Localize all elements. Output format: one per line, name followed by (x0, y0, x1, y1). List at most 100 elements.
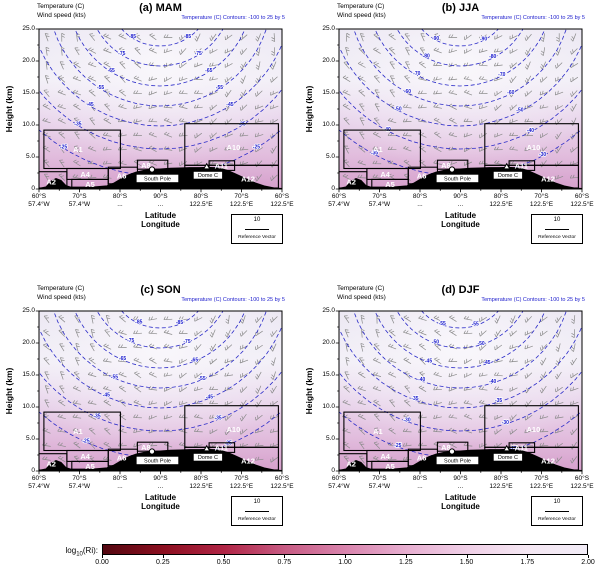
marker-label: South Pole (144, 458, 171, 464)
x-axis-label-latitude: Latitude (444, 211, 477, 220)
colorbar-tick-label: 0.50 (216, 559, 231, 566)
x-tick-latitude: 90°S (453, 193, 468, 200)
region-label: A8 (141, 161, 151, 170)
contour-label: -30 (502, 420, 509, 426)
x-tick-longitude: ... (417, 201, 423, 208)
x-tick-latitude: 60°S (274, 193, 290, 200)
x-tick-latitude: 80°S (112, 193, 128, 200)
y-tick-label: 20.0 (22, 57, 35, 64)
x-tick-longitude: 122.5°E (489, 201, 513, 208)
panel-d: Temperature (C) Wind speed (kts) (d) DJF Te… (301, 284, 599, 542)
region-label: A2 (46, 178, 56, 187)
colorbar-tick-label: 1.00 (338, 559, 352, 566)
x-tick-latitude: 60°S (274, 475, 290, 482)
temperature-contour (339, 324, 582, 409)
x-tick-longitude: ... (157, 483, 164, 490)
contour-label: -40 (418, 377, 425, 383)
y-tick-label: 25.0 (322, 25, 335, 32)
y-tick-label: 25.0 (22, 25, 35, 32)
y-tick-label: 20.0 (22, 339, 35, 346)
reference-vector-box: 10 Reference Vector (531, 214, 583, 244)
contour-label: -75 (195, 51, 202, 57)
region-label: A10 (527, 425, 541, 434)
axis-tick-marks (35, 28, 283, 193)
contour-label: -90 (480, 36, 487, 42)
reference-vector-arrow (545, 510, 569, 512)
region-label: A4 (80, 170, 90, 179)
contour-label: -35 (411, 396, 418, 402)
region-label: A6 (417, 172, 427, 181)
x-axis-label-longitude: Longitude (141, 220, 180, 229)
plot-canvas: -90-90-80-80-70-70-60-60-50-50-40-40-30-… (335, 28, 583, 193)
x-tick-longitude: ... (117, 483, 123, 490)
temperature-contour (353, 29, 567, 107)
temperature-contour (353, 311, 567, 389)
contour-label: -60 (507, 90, 514, 96)
marker-label: South Pole (444, 176, 471, 182)
contour-label: -85 (176, 320, 183, 326)
x-axis-label-longitude: Longitude (441, 502, 480, 511)
x-axis-label-longitude: Longitude (141, 502, 180, 511)
field-label-temperature: Temperature (C) (337, 3, 385, 10)
colorbar-tick (527, 555, 529, 558)
field-label-temperature: Temperature (C) (37, 285, 85, 292)
y-tick-label: 10.0 (22, 121, 35, 128)
contour-label: -25 (253, 144, 260, 150)
y-tick-label: 15.0 (22, 371, 35, 378)
south-pole-marker (148, 166, 156, 173)
region-label: A6 (117, 454, 127, 463)
x-tick-longitude: ... (417, 483, 423, 490)
reference-vector-box: 10 Reference Vector (531, 496, 583, 526)
x-tick-longitude: 122.5°E (229, 483, 254, 490)
colorbar-tick (162, 555, 164, 558)
contour-label: -70 (413, 71, 420, 77)
temperature-contour (74, 29, 246, 87)
y-tick-label: 25.0 (322, 307, 335, 314)
temperature-contour (374, 29, 546, 87)
contour-label: -50 (477, 341, 484, 347)
y-tick-label: 5.0 (25, 153, 35, 160)
y-tick-label: 15.0 (322, 89, 335, 96)
temperature-contour (39, 88, 282, 150)
region-label: A11 (215, 444, 228, 453)
contour-label: -65 (119, 356, 126, 362)
colorbar-tick-label: 0.75 (277, 559, 292, 566)
colorbar-tick-label: 0.25 (155, 559, 170, 566)
field-label-wind-speed: Wind speed (kts) (337, 12, 386, 19)
x-tick-latitude: 60°S (574, 193, 590, 200)
contour-label: -85 (129, 34, 136, 40)
region-label: A6 (117, 172, 127, 181)
south-pole-marker (448, 448, 456, 455)
y-tick-label: 20.0 (322, 57, 335, 64)
contour-label: -75 (118, 51, 125, 57)
wind-barbs (342, 314, 579, 464)
reference-vector-box: 10 Reference Vector (231, 496, 283, 526)
colorbar-label-prefix: log (65, 546, 77, 555)
marker-box-triangle (492, 170, 523, 180)
reference-vector-value: 10 (553, 217, 561, 223)
x-tick-longitude: 122.5°E (529, 483, 554, 490)
x-tick-latitude: 60°S (31, 475, 47, 482)
field-label-wind-speed: Wind speed (kts) (37, 294, 86, 301)
region-label: A1 (73, 427, 83, 436)
dome-c-marker (202, 162, 211, 170)
x-tick-latitude: 70°S (534, 193, 549, 200)
contour-label: -55 (97, 85, 104, 91)
field-label-temperature: Temperature (C) (337, 285, 385, 292)
reference-vector-label: Reference Vector (238, 235, 276, 240)
contour-label: -80 (489, 54, 496, 60)
wind-barbs (42, 314, 279, 464)
x-tick-longitude: 57.4°W (68, 483, 91, 490)
contour-label: -85 (184, 34, 191, 40)
marker-box-circle (435, 173, 480, 184)
panel-a: Temperature (C) Wind speed (kts) (a) MAM Te… (1, 2, 299, 260)
x-tick-latitude: 70°S (534, 475, 549, 482)
y-tick-label: 10.0 (22, 403, 35, 410)
x-tick-latitude: 60°S (31, 193, 47, 200)
y-tick-label: 5.0 (325, 153, 335, 160)
x-tick-longitude: 122.5°E (570, 201, 594, 208)
x-tick-latitude: 70°S (372, 475, 387, 482)
colorbar-tick (466, 555, 468, 558)
region-label: A2 (346, 460, 356, 469)
y-tick-label: 10.0 (322, 403, 335, 410)
